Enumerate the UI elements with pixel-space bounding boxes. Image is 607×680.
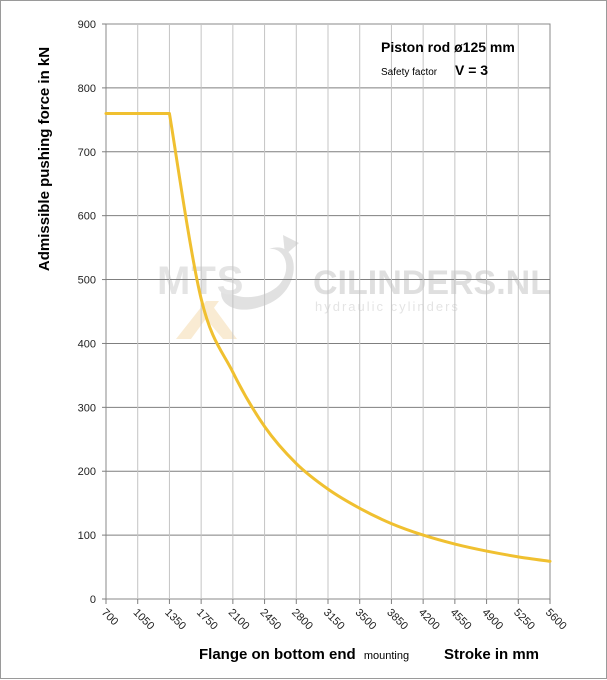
x-axis-ticks: 700 1050 1350 1750 2100 2450 2800 3150 3500 3850 4… <box>99 599 569 632</box>
data-point <box>136 112 139 115</box>
series-line <box>104 111 552 563</box>
x-tick-label: 2800 <box>289 607 315 633</box>
data-point <box>548 560 552 563</box>
y-tick-label: 800 <box>78 83 96 95</box>
x-tick-label: 4900 <box>479 607 505 633</box>
y-tick-label: 400 <box>78 338 96 350</box>
data-point <box>168 112 171 115</box>
x-tick-label: 3850 <box>384 607 410 633</box>
grid-lines <box>106 24 550 599</box>
x-tick-label: 2100 <box>226 607 252 633</box>
x-tick-label: 700 <box>99 607 120 628</box>
y-tick-label: 200 <box>78 466 96 478</box>
data-point <box>517 555 520 559</box>
annotation-piston-rod: Piston rod ø125 mm <box>381 39 515 55</box>
x-axis-label-stroke: Stroke in mm <box>444 646 539 663</box>
data-point <box>421 533 425 537</box>
annotation-safety-factor-label: Safety factor <box>381 67 438 78</box>
data-point <box>358 507 361 510</box>
y-tick-label: 600 <box>78 211 96 223</box>
y-tick-label: 300 <box>78 402 96 414</box>
watermark-x-icon <box>176 301 237 339</box>
x-axis-label-main-text: Flange on bottom end <box>199 646 356 663</box>
x-axis-label-small-text: mounting <box>364 650 409 662</box>
y-tick-label: 500 <box>78 275 96 287</box>
x-tick-label: 2450 <box>257 607 283 633</box>
watermark-arrow-icon <box>283 235 299 255</box>
annotation-safety-factor-value: V = 3 <box>455 62 488 78</box>
y-tick-label: 0 <box>90 594 96 606</box>
x-axis-label-main: Flange on bottom end mounting <box>199 646 409 663</box>
y-tick-label: 100 <box>78 530 96 542</box>
x-tick-label: 1350 <box>162 607 188 633</box>
watermark-logo: MTS CILINDERS.NL hydraulic cylinders <box>157 235 551 339</box>
watermark-right-text: CILINDERS.NL <box>313 264 551 302</box>
x-tick-label: 3500 <box>353 607 379 633</box>
y-tick-label: 700 <box>78 147 96 159</box>
data-point <box>295 462 298 465</box>
data-point <box>199 297 203 300</box>
x-tick-label: 4200 <box>416 607 442 633</box>
x-tick-label: 1750 <box>194 607 220 633</box>
x-tick-label: 1050 <box>131 607 157 633</box>
data-point <box>390 522 393 525</box>
data-point <box>104 112 108 115</box>
watermark-sub-text: hydraulic cylinders <box>315 299 460 314</box>
y-axis-ticks: 0 100 200 300 400 500 600 700 800 900 <box>78 19 106 606</box>
y-axis-label: Admissible pushing force in kN <box>36 47 53 271</box>
x-tick-label: 4550 <box>448 607 474 633</box>
data-point <box>453 542 457 546</box>
x-tick-label: 3150 <box>321 607 347 633</box>
data-point <box>326 487 330 491</box>
x-tick-label: 5600 <box>543 607 569 633</box>
watermark-swoosh-icon <box>221 247 294 310</box>
data-point <box>485 549 488 553</box>
series-group <box>104 111 552 563</box>
data-point <box>231 370 235 374</box>
x-tick-label: 5250 <box>511 607 537 633</box>
y-tick-label: 900 <box>78 19 96 31</box>
data-point <box>263 425 266 428</box>
